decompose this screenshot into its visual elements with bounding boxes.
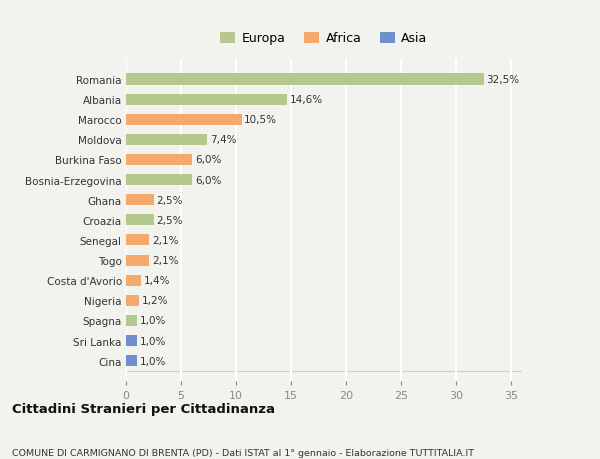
Legend: Europa, Africa, Asia: Europa, Africa, Asia	[215, 28, 433, 50]
Text: COMUNE DI CARMIGNANO DI BRENTA (PD) - Dati ISTAT al 1° gennaio - Elaborazione TU: COMUNE DI CARMIGNANO DI BRENTA (PD) - Da…	[12, 448, 474, 457]
Bar	[126, 174, 192, 186]
Text: 2,5%: 2,5%	[156, 215, 183, 225]
Text: Cittadini Stranieri per Cittadinanza: Cittadini Stranieri per Cittadinanza	[12, 403, 275, 415]
Bar	[126, 315, 137, 326]
Bar	[126, 114, 241, 125]
Bar	[126, 275, 142, 286]
Bar	[126, 355, 137, 366]
Text: 1,4%: 1,4%	[144, 275, 170, 285]
Text: 1,0%: 1,0%	[140, 336, 166, 346]
Bar	[126, 155, 192, 166]
Text: 2,5%: 2,5%	[156, 195, 183, 205]
Bar	[126, 95, 287, 106]
Text: 1,2%: 1,2%	[142, 296, 169, 306]
Bar	[126, 195, 154, 206]
Bar	[126, 255, 149, 266]
Text: 1,0%: 1,0%	[140, 356, 166, 366]
Bar	[126, 295, 139, 306]
Text: 2,1%: 2,1%	[152, 256, 178, 265]
Text: 1,0%: 1,0%	[140, 316, 166, 326]
Text: 32,5%: 32,5%	[486, 75, 520, 85]
Text: 7,4%: 7,4%	[210, 135, 236, 145]
Text: 2,1%: 2,1%	[152, 235, 178, 246]
Bar	[126, 235, 149, 246]
Bar	[126, 335, 137, 346]
Bar	[126, 215, 154, 226]
Text: 14,6%: 14,6%	[289, 95, 322, 105]
Bar	[126, 134, 208, 146]
Bar	[126, 74, 484, 85]
Text: 6,0%: 6,0%	[195, 175, 221, 185]
Text: 6,0%: 6,0%	[195, 155, 221, 165]
Text: 10,5%: 10,5%	[244, 115, 277, 125]
